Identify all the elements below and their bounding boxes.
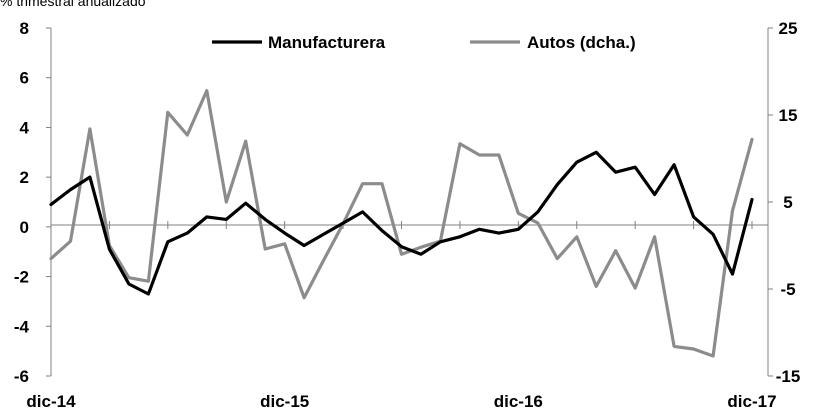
legend: Manufacturera Autos (dcha.) bbox=[212, 33, 636, 52]
legend-label: Manufacturera bbox=[268, 33, 386, 52]
x-tick-label: dic-15 bbox=[260, 392, 309, 411]
left-axis-ticks: 8 6 4 2 0 -2 -4 -6 bbox=[14, 19, 51, 386]
right-tick-label: -5 bbox=[780, 280, 795, 299]
left-tick-label: 2 bbox=[20, 168, 29, 187]
x-tick-label: dic-14 bbox=[26, 392, 76, 411]
right-axis-ticks: 25 15 5 -5 -15 bbox=[768, 19, 800, 386]
series-line-autos bbox=[49, 88, 754, 358]
left-tick-label: 0 bbox=[20, 218, 29, 237]
left-tick-label: 4 bbox=[20, 118, 30, 137]
left-tick-label: -4 bbox=[14, 317, 30, 336]
x-tick-label: dic-16 bbox=[494, 392, 543, 411]
legend-item-manufacturera: Manufacturera bbox=[212, 33, 386, 52]
right-tick-label: -15 bbox=[776, 367, 801, 386]
x-axis-ticks: dic-14 dic-15 dic-16 dic-17 bbox=[26, 221, 777, 411]
series-lines bbox=[49, 88, 754, 358]
x-tick-label: dic-17 bbox=[727, 392, 776, 411]
chart-subtitle: % trimestral anualizado bbox=[0, 0, 146, 9]
legend-label: Autos (dcha.) bbox=[527, 33, 636, 52]
right-tick-label: 5 bbox=[783, 193, 792, 212]
left-tick-label: -2 bbox=[14, 268, 29, 287]
right-tick-label: 15 bbox=[779, 106, 798, 125]
legend-item-autos: Autos (dcha.) bbox=[470, 33, 636, 52]
left-tick-label: 8 bbox=[20, 19, 29, 38]
left-tick-label: 6 bbox=[20, 69, 29, 88]
right-tick-label: 25 bbox=[779, 19, 798, 38]
left-tick-label: -6 bbox=[14, 367, 29, 386]
series-line-manufacturera bbox=[49, 150, 754, 296]
